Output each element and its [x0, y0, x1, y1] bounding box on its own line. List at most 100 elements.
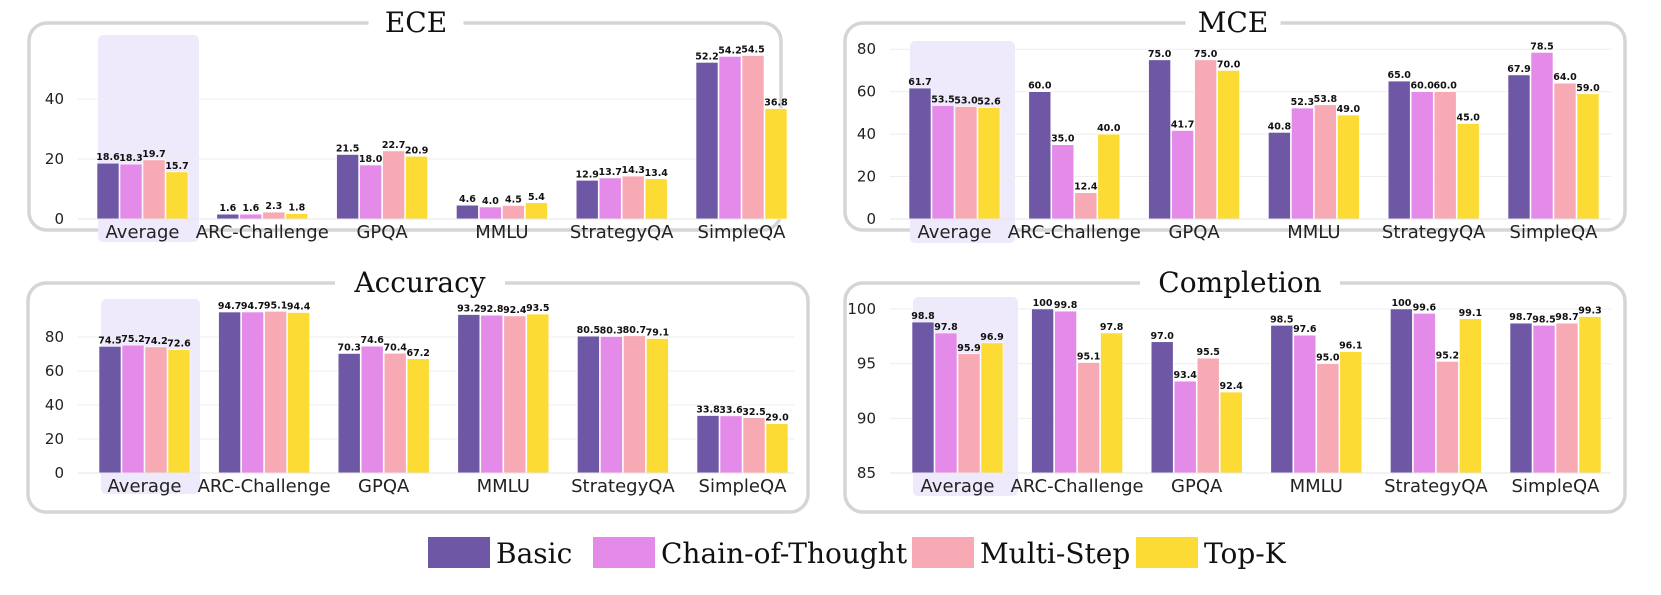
bar-top-k-arc-challenge	[287, 312, 310, 474]
bar-basic-strategyqa	[1390, 308, 1413, 474]
legend-label: Chain-of-Thought	[661, 537, 908, 570]
value-label: 92.8	[480, 304, 504, 315]
value-label: 18.0	[359, 154, 383, 165]
x-tick-label: MMLU	[475, 222, 528, 243]
bar-top-k-strategyqa	[646, 338, 669, 474]
value-label: 94.4	[287, 302, 311, 313]
bar-top-k-strategyqa	[644, 178, 668, 220]
legend-label: Basic	[496, 537, 572, 570]
bar-multi-step-simpleqa	[742, 417, 766, 474]
value-label: 96.9	[980, 332, 1003, 343]
y-tick-label: 60	[857, 83, 876, 101]
value-label: 53.8	[1314, 94, 1338, 105]
bar-basic-strategyqa	[577, 335, 600, 474]
bar-multi-step-strategyqa	[1436, 361, 1459, 474]
bar-multi-step-simpleqa	[1555, 322, 1579, 474]
value-label: 32.5	[742, 407, 765, 418]
value-label: 64.0	[1553, 72, 1577, 83]
value-label: 61.7	[908, 77, 931, 88]
value-label: 98.5	[1532, 314, 1555, 325]
value-label: 14.3	[621, 165, 644, 176]
x-tick-label: GPQA	[356, 222, 408, 243]
panel-mce: MCE 0 20 40 60 80 61.753.5 53.0 52.6 Average 60.0 3…	[843, 6, 1627, 243]
value-label: 4.5	[505, 195, 522, 206]
x-tick-label: Average	[106, 222, 180, 243]
value-label: 33.6	[719, 405, 743, 416]
value-label: 36.8	[764, 98, 788, 109]
value-label: 97.6	[1293, 324, 1317, 335]
bar-chain-of-thought-average	[119, 163, 143, 220]
value-label: 54.2	[718, 45, 741, 56]
bar-top-k-simpleqa	[1576, 93, 1600, 220]
value-label: 92.4	[503, 305, 527, 316]
value-label: 97.8	[1100, 322, 1124, 333]
y-tick-label: 20	[45, 150, 64, 168]
bar-top-k-mmlu	[526, 313, 550, 474]
value-label: 94.7	[241, 301, 264, 312]
bar-top-k-strategyqa	[1456, 123, 1480, 220]
bar-multi-step-strategyqa	[1433, 91, 1457, 220]
value-label: 60.0	[1410, 81, 1434, 92]
value-label: 35.0	[1051, 134, 1075, 145]
value-label: 97.8	[934, 322, 958, 333]
value-label: 75.0	[1194, 49, 1218, 60]
bar-basic-gpqa	[1148, 59, 1171, 220]
value-label: 13.4	[644, 168, 668, 179]
bar-multi-step-average	[954, 106, 978, 220]
value-label: 49.0	[1337, 104, 1361, 115]
value-label: 53.0	[954, 96, 978, 107]
y-tick-label: 40	[857, 125, 876, 143]
value-label: 67.2	[406, 348, 429, 359]
bar-multi-step-arc-challenge	[1074, 192, 1098, 220]
value-label: 95.1	[264, 300, 287, 311]
y-tick-label: 0	[54, 210, 64, 228]
value-label: 99.8	[1054, 300, 1078, 311]
bar-top-k-average	[167, 349, 191, 474]
bar-top-k-average	[980, 342, 1004, 474]
y-tick-label: 20	[45, 430, 64, 448]
value-label: 99.6	[1413, 302, 1437, 313]
value-label: 70.3	[337, 342, 360, 353]
value-label: 80.5	[577, 325, 600, 336]
bar-basic-arc-challenge	[1031, 308, 1054, 474]
bar-multi-step-simpleqa	[741, 55, 765, 220]
value-label: 45.0	[1456, 113, 1480, 124]
x-tick-label: MMLU	[477, 476, 530, 497]
y-tick-label: 40	[45, 90, 64, 108]
title-gap	[335, 277, 505, 289]
value-label: 96.1	[1339, 341, 1362, 352]
title-gap	[1185, 17, 1281, 29]
bar-multi-step-strategyqa	[621, 175, 645, 220]
value-label: 70.0	[1217, 59, 1241, 70]
value-label: 60.0	[1028, 81, 1052, 92]
bar-chain-of-thought-mmlu	[479, 206, 502, 220]
value-label: 70.4	[383, 342, 407, 353]
value-label: 1.8	[288, 203, 305, 214]
bar-top-k-average	[165, 171, 189, 220]
bar-multi-step-strategyqa	[623, 335, 646, 474]
value-label: 95.2	[1436, 350, 1459, 361]
value-label: 74.2	[144, 336, 167, 347]
bar-basic-average	[908, 87, 932, 220]
title-gap	[1140, 277, 1340, 289]
x-tick-label: SimpleQA	[699, 476, 788, 497]
x-tick-label: MMLU	[1290, 476, 1343, 497]
bar-basic-gpqa	[1150, 341, 1174, 474]
bar-multi-step-gpqa	[1196, 357, 1220, 474]
y-tick-label: 20	[857, 168, 876, 186]
bar-basic-simpleqa	[1507, 74, 1531, 220]
y-tick-label: 60	[45, 362, 64, 380]
x-tick-label: ARC-Challenge	[1011, 476, 1144, 497]
bar-top-k-arc-challenge	[1097, 133, 1121, 220]
value-label: 12.9	[575, 169, 598, 180]
panel-title: Completion	[1158, 266, 1321, 299]
bar-basic-arc-challenge	[218, 311, 241, 474]
panel-title: ECE	[385, 6, 447, 39]
bar-basic-gpqa	[336, 154, 359, 220]
bar-multi-step-gpqa	[383, 353, 407, 474]
value-label: 97.0	[1150, 331, 1174, 342]
bar-multi-step-mmlu	[1316, 363, 1340, 474]
value-label: 4.0	[482, 196, 499, 207]
